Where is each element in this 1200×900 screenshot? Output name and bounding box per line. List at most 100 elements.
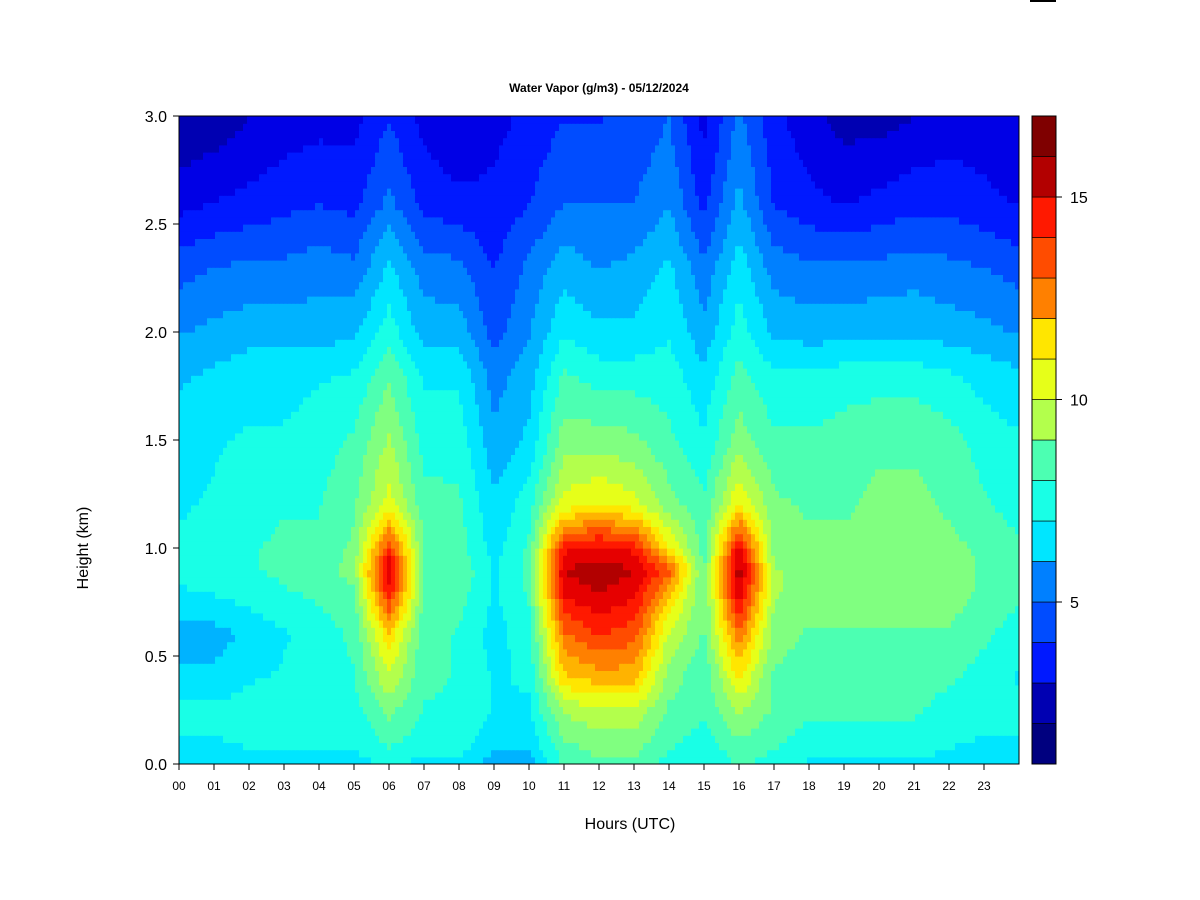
heatmap-cell xyxy=(255,728,260,736)
heatmap-cell xyxy=(839,677,844,686)
heatmap-cell xyxy=(527,605,532,614)
heatmap-cell xyxy=(219,720,224,729)
heatmap-cell xyxy=(351,677,356,686)
heatmap-cell xyxy=(179,620,184,628)
heatmap-cell xyxy=(207,670,212,679)
heatmap-cell xyxy=(443,605,448,614)
heatmap-cell xyxy=(583,612,588,621)
heatmap-cell xyxy=(667,692,672,700)
heatmap-cell xyxy=(555,648,560,657)
heatmap-cell xyxy=(639,670,644,679)
heatmap-cell xyxy=(623,677,628,686)
heatmap-cell xyxy=(507,749,512,758)
heatmap-cell xyxy=(603,670,608,679)
heatmap-cell xyxy=(347,627,352,635)
heatmap-cell xyxy=(919,706,924,715)
heatmap-cell xyxy=(791,735,796,743)
heatmap-cell xyxy=(187,663,192,671)
heatmap-cell xyxy=(519,677,524,686)
heatmap-cell xyxy=(927,627,932,635)
heatmap-cell xyxy=(579,749,584,758)
heatmap-cell xyxy=(187,735,192,743)
heatmap-cell xyxy=(283,612,288,621)
heatmap-cell xyxy=(307,699,312,707)
heatmap-cell xyxy=(535,656,540,664)
heatmap-cell xyxy=(675,692,680,700)
heatmap-cell xyxy=(343,756,348,764)
heatmap-cell xyxy=(231,749,236,758)
heatmap-cell xyxy=(495,641,500,650)
heatmap-cell xyxy=(607,699,612,707)
heatmap-cell xyxy=(715,634,720,643)
heatmap-cell xyxy=(355,756,360,764)
heatmap-cell xyxy=(727,699,732,707)
heatmap-cell xyxy=(987,605,992,614)
heatmap-cell xyxy=(527,627,532,635)
heatmap-cell xyxy=(635,735,640,743)
heatmap-cell xyxy=(595,591,600,599)
heatmap-cell xyxy=(375,692,380,700)
heatmap-cell xyxy=(947,728,952,736)
heatmap-cell xyxy=(439,713,444,722)
heatmap-cell xyxy=(463,634,468,643)
heatmap-cell xyxy=(319,699,324,707)
heatmap-cell xyxy=(779,656,784,664)
heatmap-cell xyxy=(191,684,196,693)
heatmap-cell xyxy=(199,706,204,715)
heatmap-cell xyxy=(515,634,520,643)
heatmap-cell xyxy=(471,627,476,635)
heatmap-cell xyxy=(911,728,916,736)
heatmap-cell xyxy=(351,749,356,758)
heatmap-cell xyxy=(827,663,832,671)
heatmap-cell xyxy=(391,663,396,671)
heatmap-cell xyxy=(883,699,888,707)
heatmap-cell xyxy=(987,735,992,743)
heatmap-cell xyxy=(403,684,408,693)
heatmap-cell xyxy=(667,605,672,614)
heatmap-cell xyxy=(591,749,596,758)
heatmap-cell xyxy=(203,612,208,621)
heatmap-cell xyxy=(983,641,988,650)
heatmap-cell xyxy=(619,648,624,657)
heatmap-cell xyxy=(827,684,832,693)
heatmap-cell xyxy=(603,620,608,628)
heatmap-cell xyxy=(719,742,724,751)
heatmap-cell xyxy=(435,735,440,743)
heatmap-cell xyxy=(179,627,184,635)
heatmap-cell xyxy=(675,605,680,614)
heatmap-cell xyxy=(399,656,404,664)
heatmap-cell xyxy=(311,749,316,758)
heatmap-cell xyxy=(715,627,720,635)
heatmap-cell xyxy=(231,591,236,599)
heatmap-cell xyxy=(895,670,900,679)
heatmap-cell xyxy=(495,699,500,707)
heatmap-cell xyxy=(815,670,820,679)
heatmap-cell xyxy=(671,663,676,671)
heatmap-cell xyxy=(703,684,708,693)
heatmap-cell xyxy=(411,598,416,607)
heatmap-cell xyxy=(571,713,576,722)
heatmap-cell xyxy=(515,648,520,657)
heatmap-cell xyxy=(311,692,316,700)
heatmap-cell xyxy=(243,756,248,764)
heatmap-cell xyxy=(215,735,220,743)
heatmap-cell xyxy=(927,713,932,722)
heatmap-cell xyxy=(623,735,628,743)
heatmap-cell xyxy=(459,656,464,664)
heatmap-cell xyxy=(267,756,272,764)
heatmap-cell xyxy=(523,692,528,700)
heatmap-cell xyxy=(271,713,276,722)
heatmap-cell xyxy=(975,663,980,671)
heatmap-cell xyxy=(683,706,688,715)
heatmap-cell xyxy=(471,742,476,751)
heatmap-cell xyxy=(891,620,896,628)
heatmap-cell xyxy=(287,684,292,693)
heatmap-cell xyxy=(619,656,624,664)
heatmap-cell xyxy=(815,648,820,657)
heatmap-cell xyxy=(935,677,940,686)
heatmap-cell xyxy=(907,728,912,736)
heatmap-cell xyxy=(591,598,596,607)
heatmap-cell xyxy=(999,699,1004,707)
heatmap-cell xyxy=(831,591,836,599)
heatmap-cell xyxy=(211,749,216,758)
